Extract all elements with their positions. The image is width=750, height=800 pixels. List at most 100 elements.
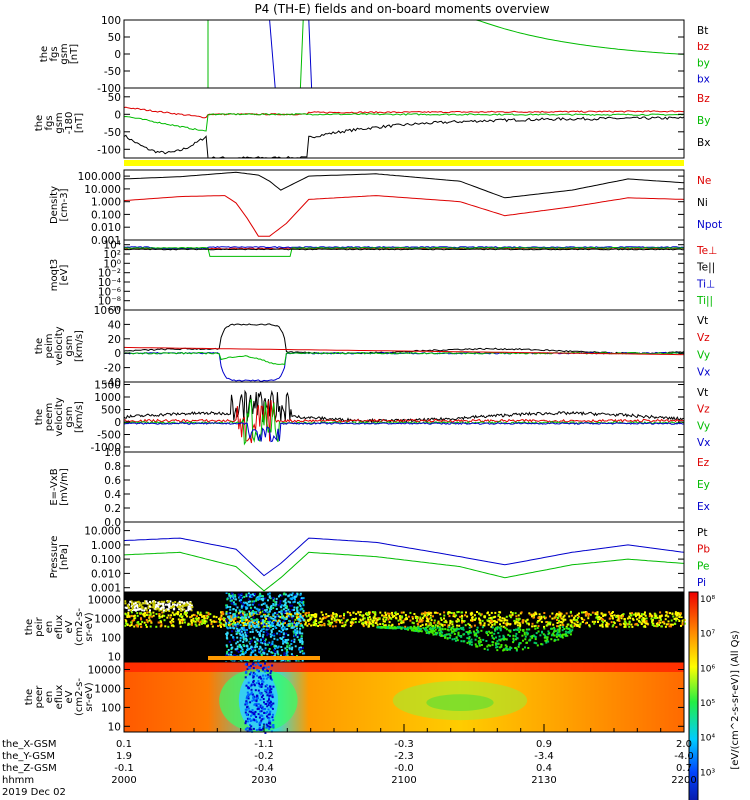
ephemeris-value: 2200 [671,775,696,786]
legend-item: bx [697,74,710,86]
colorbar-tick-label: 10³ [700,768,715,778]
y-axis-label: eflux [54,615,65,640]
legend-item: Bz [697,93,710,105]
y-axis-label: [km/s] [74,330,85,362]
colorbar-tick-label: 10⁸ [700,595,715,605]
series-vx [123,351,685,382]
y-tick-label: 500 [101,405,121,417]
y-axis-label: fgs [49,46,60,61]
ephemeris-value: 2030 [251,775,276,786]
y-tick-label: -1000 [90,442,121,454]
legend-item: Bt [697,25,708,37]
y-tick-label: 10⁻⁸ [98,296,121,308]
ephemeris-value: 0.1 [116,739,132,750]
colorbar-ticks: 10⁸10⁷10⁶10⁵10⁴10³10² [700,595,715,778]
y-tick-label: -100 [97,144,121,156]
y-tick-label: 10⁻⁴ [98,277,121,289]
ephemeris-value: 0.4 [536,763,552,774]
series-te-par [123,248,685,251]
y-tick-label: 1000 [94,392,121,404]
y-axis-label: en [44,691,55,704]
y-tick-label: 10⁻⁶ [98,286,121,298]
legend-item: Vz [697,404,710,416]
ephemeris-value: -0.0 [394,763,414,774]
series-bt [432,19,685,55]
y-tick-label: 0 [114,348,121,360]
y-axis-label: moqt3 [49,259,60,292]
y-axis-label: [mV/m] [59,468,70,506]
series-vz-e [123,400,685,444]
y-axis-label: sr-eV) [84,612,95,641]
panel-frame-2 [123,169,685,241]
legend-item: Ni [697,197,708,209]
y-axis-label: the [39,46,50,62]
y-axis-label: the [24,619,35,635]
panel-6: 1.0 0.8 0.6 0.4 0.2 0.0 E=-VxB [mV/m] Ez Ey Ex [49,447,710,529]
series-pe [123,551,685,592]
y-axis-label: gsm [64,406,75,427]
ephemeris-value: 2130 [531,775,556,786]
y-axis-label: the [34,338,45,354]
y-axis-label: (cm2-s- [74,678,85,716]
ephemeris-value: -2.3 [394,751,414,762]
ephemeris-value: -0.1 [114,763,134,774]
series-ne [123,195,685,237]
y-axis-label: peim [44,333,55,358]
y-axis-label: velocity [54,326,65,365]
y-tick-label: 10² [103,249,121,261]
y-axis-label: the [24,689,35,705]
y-tick-label: 100.000 [78,171,121,183]
legend-item: bz [697,41,710,53]
panel-frame-1 [123,87,685,159]
y-axis-label: Pressure [49,536,60,579]
y-tick-label: 0.001 [91,235,121,247]
ephemeris-value: -3.4 [534,751,554,762]
ephemeris-value: -0.2 [254,751,274,762]
y-tick-label: -20 [104,363,121,375]
y-axis-label: sr-eV) [84,682,95,711]
y-tick-label: 60 [108,305,121,317]
y-tick-label: 0 [114,109,121,121]
y-axis-label: [nT] [69,44,80,64]
y-tick-label: 0.001 [91,583,121,595]
y-tick-label: -100 [97,83,121,95]
y-tick-label: 10⁻¹⁰ [94,305,121,317]
legend-item: Ey [697,479,710,491]
ephemeris-label: hhmm [2,775,34,786]
y-tick-label: 0.4 [104,489,121,501]
ephemeris-value: -4.0 [674,751,694,762]
legend-item: Vy [697,349,710,361]
y-tick-label: 0.6 [104,475,121,487]
legend-item: Ti⊥ [696,278,715,290]
legend-item: Bx [697,137,710,149]
colorbar-tick-label: 10⁶ [700,664,715,674]
ephemeris-value: 2.0 [676,739,692,750]
y-tick-label: 10000 [88,595,121,607]
y-tick-label: 1000 [94,614,121,626]
legend-item: Npot [697,219,722,231]
y-axis-label: -180 [64,112,75,135]
y-axis-label: [km/s] [74,401,85,433]
y-tick-label: 100 [101,632,121,644]
legend-item: Te⊥ [696,245,717,257]
colorbar-tick-label: 10⁷ [700,630,715,640]
y-tick-label: 0.100 [91,209,121,221]
legend-item: Ex [697,501,710,513]
y-axis-label: (cm2-s- [74,608,85,646]
y-axis-label: fgs [44,115,55,130]
y-tick-label: -40 [104,377,121,389]
panel-7: 10.000 1.000 0.100 0.010 0.001 Pressure [nPa] P… [49,521,710,595]
y-tick-label: 0.2 [104,503,121,515]
y-tick-label: 10.000 [84,526,121,538]
date-label: 2019 Dec 02 [2,787,66,798]
ephemeris-value: -1.1 [254,739,274,750]
y-tick-label: 10 [108,651,121,663]
y-axis-label: en [44,621,55,634]
y-axis-label: the [34,409,45,425]
ephemeris-label: the_Y-GSM [2,751,55,762]
y-axis-label: the [34,115,45,131]
legend-item: Vx [697,437,710,449]
y-tick-label: 100 [101,702,121,714]
